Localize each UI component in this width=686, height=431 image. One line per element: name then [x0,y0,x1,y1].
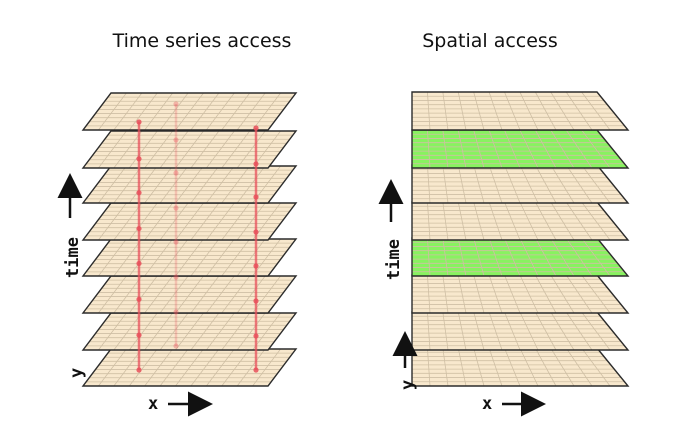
time-series-layer-4 [81,202,298,241]
access-marker-3 [253,125,259,373]
time-series-layer-3 [81,165,298,204]
spatial-title: Spatial access [422,30,558,52]
time-series-layer-2 [81,130,298,169]
right-y-label: y [398,380,418,390]
time-series-layer-5 [81,238,298,277]
left-y-label: y [67,368,87,378]
right-time-label: time [384,239,404,280]
time-series-markers [136,101,259,373]
spatial-layer-4 [411,201,630,241]
time-series-title: Time series access [112,30,292,52]
spatial-layer-6 [411,274,630,314]
time-series-layer-6 [81,275,298,314]
time-series-stack [81,92,298,387]
left-time-label: time [63,237,83,278]
spatial-layer-2 [411,129,630,169]
access-marker-2 [173,101,179,349]
spatial-layer-1 [411,91,630,131]
time-series-axes: time y x [57,173,213,417]
time-series-layer-1 [81,92,298,131]
spatial-layer-3 [411,164,630,204]
time-series-layer-7 [81,312,298,351]
spatial-layer-8 [411,347,630,387]
spatial-stack [411,91,630,387]
left-x-label: x [148,394,158,414]
access-marker-1 [136,119,142,373]
time-series-layer-8 [81,348,298,387]
spatial-axes: time y x [378,179,546,417]
spatial-layer-7 [411,311,630,351]
spatial-layer-5 [411,237,630,277]
right-x-label: x [482,394,492,414]
